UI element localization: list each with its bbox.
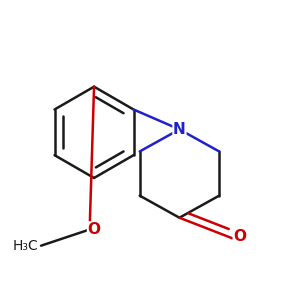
Text: H₃C: H₃C [12, 239, 38, 253]
Text: N: N [173, 122, 186, 137]
Text: O: O [88, 222, 100, 237]
Text: O: O [233, 230, 246, 244]
